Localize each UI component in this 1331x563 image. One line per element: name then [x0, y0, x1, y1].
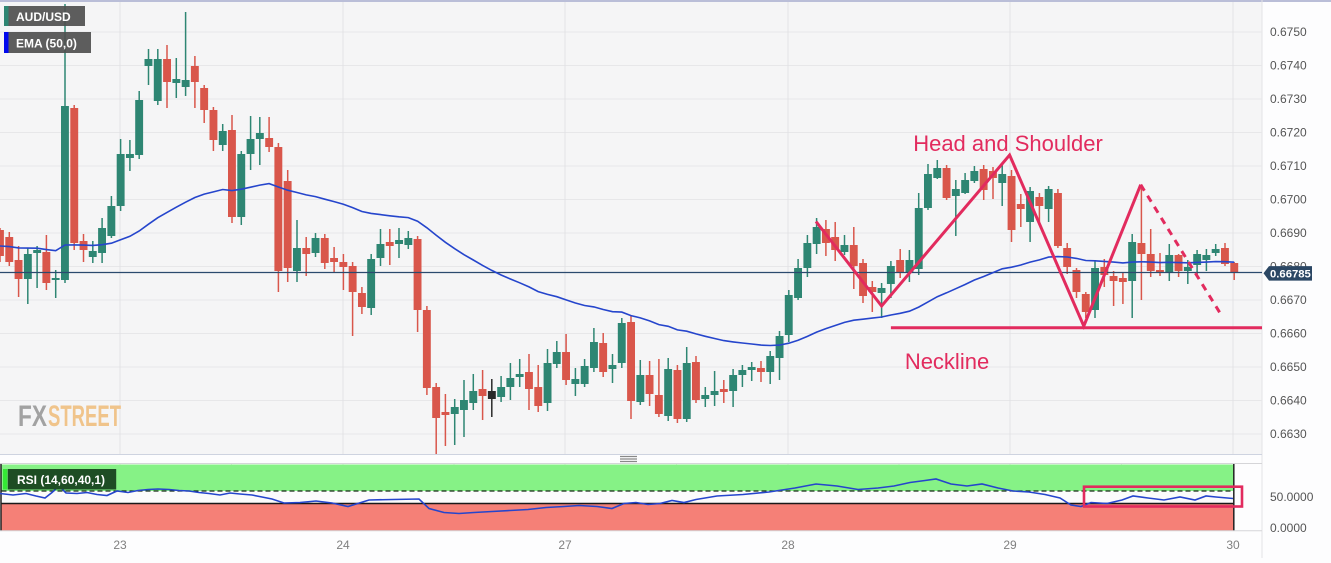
- svg-text:0.6650: 0.6650: [1270, 360, 1307, 374]
- svg-text:STREET: STREET: [48, 400, 121, 433]
- svg-text:0.6740: 0.6740: [1270, 59, 1307, 73]
- svg-text:0.0000: 0.0000: [1270, 521, 1307, 535]
- svg-text:50.0000: 50.0000: [1270, 490, 1314, 504]
- svg-text:23: 23: [113, 538, 127, 552]
- svg-text:0.6690: 0.6690: [1270, 226, 1307, 240]
- svg-text:0.66785: 0.66785: [1270, 268, 1311, 280]
- svg-text:0.6700: 0.6700: [1270, 193, 1307, 207]
- svg-text:29: 29: [1003, 538, 1017, 552]
- svg-text:EMA (50,0): EMA (50,0): [16, 36, 77, 50]
- svg-text:0.6630: 0.6630: [1270, 427, 1307, 441]
- svg-text:0.6660: 0.6660: [1270, 327, 1307, 341]
- svg-text:0.6750: 0.6750: [1270, 25, 1307, 39]
- svg-text:AUD/USD: AUD/USD: [16, 10, 71, 24]
- svg-text:FX: FX: [18, 400, 47, 433]
- svg-text:0.6710: 0.6710: [1270, 159, 1307, 173]
- svg-text:Head and Shoulder: Head and Shoulder: [913, 131, 1103, 156]
- svg-text:27: 27: [558, 538, 572, 552]
- svg-text:0.6720: 0.6720: [1270, 126, 1307, 140]
- svg-text:Neckline: Neckline: [905, 349, 989, 374]
- svg-text:0.6640: 0.6640: [1270, 394, 1307, 408]
- svg-text:30: 30: [1226, 538, 1240, 552]
- svg-text:0.6670: 0.6670: [1270, 293, 1307, 307]
- svg-text:28: 28: [781, 538, 795, 552]
- svg-text:0.6730: 0.6730: [1270, 92, 1307, 106]
- svg-text:RSI (14,60,40,1): RSI (14,60,40,1): [17, 473, 105, 487]
- svg-text:24: 24: [336, 538, 350, 552]
